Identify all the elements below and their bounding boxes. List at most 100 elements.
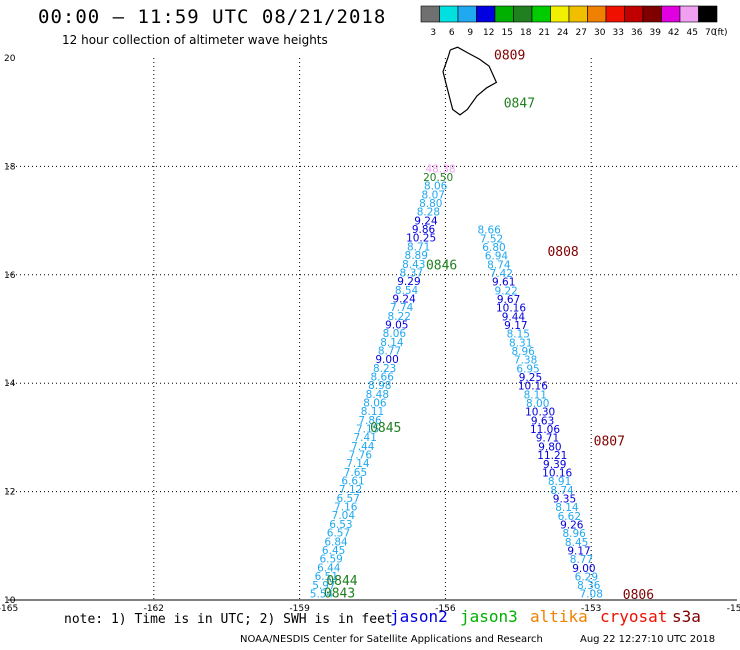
legend-jason3: jason3 <box>460 607 518 626</box>
wave-height-label: 6.44 <box>317 562 341 574</box>
wave-height-label: 9.44 <box>502 311 526 323</box>
color-label: 24 <box>557 28 569 38</box>
wave-height-label: 8.74 <box>550 485 574 497</box>
wave-height-label: 7.65 <box>344 467 367 479</box>
color-label: 27 <box>576 28 587 38</box>
wave-height-label: 5.54 <box>310 588 334 600</box>
color-label: 39 <box>650 28 662 38</box>
y-tick-label: 20 <box>4 54 16 64</box>
wave-height-label: 48.38 <box>426 163 456 175</box>
wave-height-label: 9.35 <box>553 493 576 505</box>
wave-height-label: 8.14 <box>555 502 579 514</box>
wave-height-label: 9.24 <box>392 293 416 305</box>
wave-height-label: 6.62 <box>558 511 581 523</box>
wave-height-label: 9.71 <box>536 433 559 445</box>
wave-height-label: 5.97 <box>312 580 335 592</box>
pass-time-label: 0843 <box>324 586 355 601</box>
wave-height-label: 6.51 <box>315 571 338 583</box>
wave-height-label: 9.24 <box>414 215 438 227</box>
wave-height-label: 7.52 <box>480 233 503 245</box>
y-tick-label: 12 <box>4 488 15 498</box>
wave-height-label: 7.12 <box>339 484 362 496</box>
legend-jason2: jason2 <box>390 607 448 626</box>
wave-height-label: 8.48 <box>366 389 389 401</box>
x-tick-label: -159 <box>289 604 310 614</box>
color-label: 45 <box>687 28 698 38</box>
color-label: 15 <box>502 28 513 38</box>
y-tick-label: 16 <box>4 271 16 281</box>
wave-height-label: 8.45 <box>565 537 588 549</box>
wave-height-label: 9.17 <box>504 320 527 332</box>
wave-height-label: 7.16 <box>334 502 358 514</box>
wave-height-label: 8.06 <box>383 328 407 340</box>
wave-height-label: 10.16 <box>518 381 548 393</box>
color-label: 18 <box>520 28 532 38</box>
wave-height-label: 7.42 <box>490 268 513 280</box>
wave-height-label: 7.15 <box>356 424 379 436</box>
wave-height-label: 9.29 <box>397 276 420 288</box>
wave-height-label: 11.06 <box>530 424 560 436</box>
wave-height-label: 8.36 <box>577 580 601 592</box>
wave-height-label: 8.11 <box>524 389 547 401</box>
wave-height-label: 9.25 <box>519 372 542 384</box>
wave-height-label: 8.37 <box>400 267 423 279</box>
wave-height-label: 8.80 <box>419 198 442 210</box>
wave-height-label: 9.39 <box>543 459 566 471</box>
wave-height-label: 8.06 <box>363 398 387 410</box>
wave-height-label: 20.50 <box>423 172 453 184</box>
wave-height-label: 9.00 <box>375 354 398 366</box>
color-label: 42 <box>668 28 679 38</box>
wave-height-label: 8.15 <box>507 329 530 341</box>
wave-height-label: 9.86 <box>412 224 436 236</box>
wave-height-label: 7.14 <box>346 458 370 470</box>
y-tick-label: 14 <box>4 379 16 389</box>
wave-height-label: 7.76 <box>349 450 373 462</box>
pass-time-label: 0808 <box>547 245 578 260</box>
wave-height-label: 8.11 <box>361 406 384 418</box>
pass-time-label: 0846 <box>426 258 457 273</box>
color-unit: (ft) <box>714 28 728 38</box>
pass-time-label: 0807 <box>594 435 625 450</box>
wave-height-label: 10.16 <box>496 303 526 315</box>
x-tick-label: -156 <box>435 604 456 614</box>
wave-height-label: 8.77 <box>378 345 401 357</box>
wave-height-label: 8.89 <box>405 250 428 262</box>
pass-time-label: 0806 <box>623 588 654 603</box>
wave-height-label: 6.95 <box>516 363 539 375</box>
y-tick-label: 18 <box>4 162 16 172</box>
wave-height-label: 11.21 <box>537 450 567 462</box>
wave-height-label: 10.16 <box>542 467 572 479</box>
wave-height-label: 6.53 <box>329 519 352 531</box>
wave-height-label: 8.74 <box>487 259 511 271</box>
legend-altika: altika <box>530 607 588 626</box>
wave-height-label: 6.80 <box>482 242 505 254</box>
wave-height-label: 8.00 <box>526 398 549 410</box>
wave-height-label: 9.80 <box>538 441 561 453</box>
wave-height-label: 6.57 <box>337 493 360 505</box>
color-label: 3 <box>430 28 436 38</box>
color-label: 70 <box>705 28 717 38</box>
wave-height-label: 9.17 <box>567 545 590 557</box>
color-swatch <box>698 5 718 23</box>
wave-height-label: 8.07 <box>422 189 445 201</box>
x-tick-label: -153 <box>581 604 601 614</box>
wave-height-label: 8.77 <box>570 554 593 566</box>
wave-height-label: 6.45 <box>322 545 345 557</box>
wave-height-label: 8.06 <box>424 181 448 193</box>
color-label: 9 <box>467 28 473 38</box>
wave-height-label: 7.41 <box>354 432 377 444</box>
color-label: 6 <box>449 28 455 38</box>
chart-title: 00:00 – 11:59 UTC 08/21/2018 <box>38 6 387 28</box>
color-label: 36 <box>631 28 643 38</box>
wave-height-label: 9.05 <box>385 319 408 331</box>
wave-height-label: 9.22 <box>494 285 517 297</box>
pass-time-label: 0809 <box>494 49 525 64</box>
wave-height-label: 8.91 <box>548 476 571 488</box>
color-label: 12 <box>483 28 494 38</box>
wave-height-label: 8.14 <box>380 337 404 349</box>
x-tick-label: -150 <box>727 604 740 614</box>
x-tick-label: -162 <box>144 604 164 614</box>
credit-text: NOAA/NESDIS Center for Satellite Applica… <box>240 634 543 645</box>
y-tick-label: 10 <box>4 596 16 606</box>
